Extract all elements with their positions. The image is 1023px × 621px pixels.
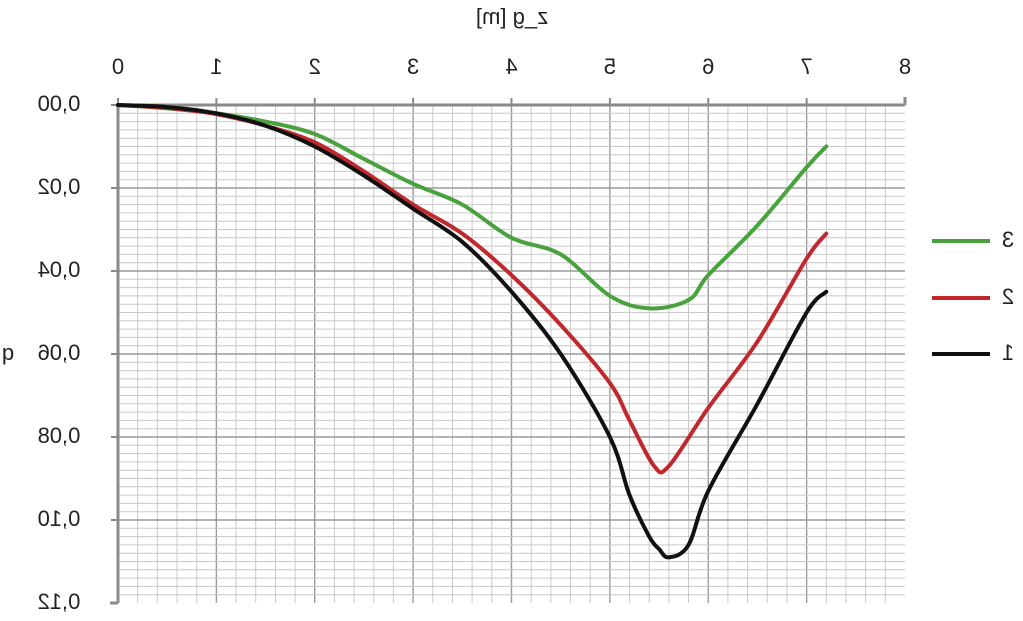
x-tick-label: 4 [505,54,517,79]
x-tick-label: 1 [210,54,222,79]
y-tick-label: 0,08 [38,423,81,448]
tick-labels: 0 1 2 3 4 5 6 7 8 0,00 0,02 0,04 0,06 0,08 0,10 0,12 z_g… [2,4,911,614]
y-tick-label: 0,02 [38,174,81,199]
legend-label-2: 2 [1002,284,1014,309]
series-lines [116,103,829,560]
y-tick-label: 0,10 [38,506,81,531]
series-line-1 [116,103,829,560]
y-tick-label: 0,12 [38,589,81,614]
series-line-3 [116,103,829,311]
x-tick-label: 8 [899,54,911,79]
x-tick-label: 2 [309,54,321,79]
x-tick-label: 0 [112,54,124,79]
legend: 1 2 3 [932,227,1014,365]
y-tick-label: 0,04 [38,257,81,282]
legend-label-1: 1 [1002,340,1014,365]
x-tick-label: 3 [407,54,419,79]
y-tick-label: 0,06 [38,340,81,365]
axes [110,97,907,605]
y-tick-label: 0,00 [38,91,81,116]
x-axis-title: z_g [m] [476,4,548,29]
grid [118,105,905,603]
legend-label-3: 3 [1002,227,1014,252]
y-axis-title: q [2,340,14,365]
x-tick-label: 5 [604,54,616,79]
x-tick-label: 7 [801,54,813,79]
x-tick-label: 6 [702,54,714,79]
